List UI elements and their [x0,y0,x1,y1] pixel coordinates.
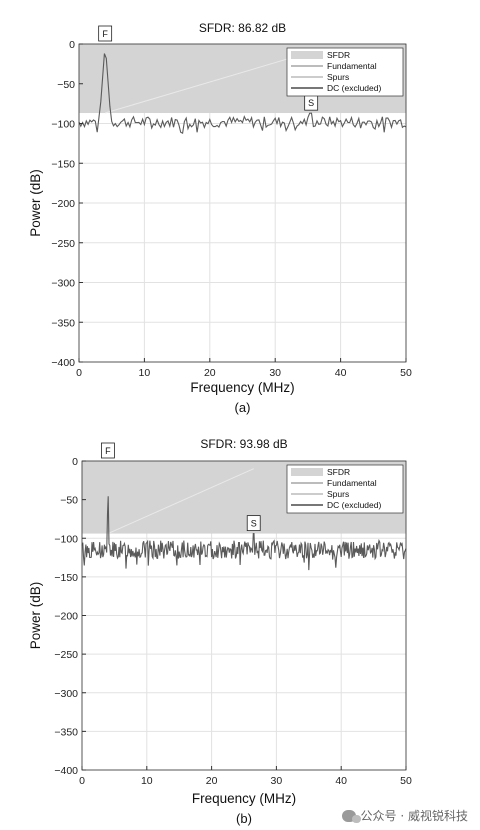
watermark-text: 公众号 · 威视锐科技 [360,809,468,823]
legend-entry: Fundamental [327,61,377,71]
x-tick-label: 0 [79,775,85,787]
sfdr-diagonal [105,51,312,114]
y-tick-label: −100 [54,533,78,545]
x-tick-label: 10 [139,367,151,379]
caption: (b) [236,811,252,826]
legend-swatch [291,51,323,59]
chart-a: 0 10 20 30 40 50 0 −50 −100 −150 −200 −250 −300 −350 −… [28,21,412,415]
y-tick-label: −150 [54,572,78,584]
y-tick-label: −250 [51,238,75,250]
y-tick-label: 0 [69,39,75,51]
legend-entry: Spurs [327,72,349,82]
y-tick-label: −250 [54,649,78,661]
legend-swatch [291,468,323,476]
x-tick-label: 40 [335,367,347,379]
chart-title: SFDR: 93.98 dB [200,437,287,451]
x-tick-label: 20 [206,775,218,787]
fundamental-marker-box [98,25,113,42]
spur-marker-box [246,515,261,532]
sfdr-diagonal [107,468,254,535]
caption: (a) [235,400,251,415]
legend-entry: SFDR [327,50,350,60]
legend-entry: DC (excluded) [327,500,381,510]
y-tick-label: −50 [60,495,78,507]
spur-marker-label: S [251,519,257,529]
y-tick-label: −200 [54,611,78,623]
chart-title: SFDR: 86.82 dB [199,21,286,35]
x-tick-label: 30 [269,367,281,379]
x-tick-label: 20 [204,367,216,379]
x-tick-label: 0 [76,367,82,379]
legend-entry: Spurs [327,489,349,499]
y-tick-label: −100 [51,119,75,131]
spur-marker-label: S [308,98,314,108]
y-tick-label: −400 [51,357,75,369]
fundamental-marker-box [101,442,115,459]
y-axis-label: Power (dB) [28,582,43,650]
y-tick-label: −350 [51,317,75,329]
y-tick-label: −150 [51,158,75,170]
x-tick-label: 30 [271,775,283,787]
spectrum-trace [81,496,407,571]
legend-entry: DC (excluded) [327,83,381,93]
x-tick-label: 50 [400,775,412,787]
fundamental-marker-label: F [105,446,111,456]
chart-b: 0 10 20 30 40 50 0 −50 −100 −150 −200 −250 −300 −350 −… [28,437,412,826]
legend-entry: Fundamental [327,478,377,488]
legend-entry: SFDR [327,467,350,477]
x-axis-label: Frequency (MHz) [192,791,296,806]
x-tick-label: 50 [400,367,412,379]
y-tick-label: −400 [54,765,78,777]
y-tick-label: −300 [54,688,78,700]
y-tick-label: −50 [57,79,75,91]
wechat-icon [341,809,361,823]
y-axis-label: Power (dB) [28,169,43,237]
spectrum-trace [78,53,407,135]
watermark: 公众号 · 威视锐科技 [341,807,468,824]
y-tick-label: −200 [51,198,75,210]
fundamental-marker-label: F [102,29,108,39]
y-tick-label: −350 [54,726,78,738]
y-tick-label: 0 [72,456,78,468]
x-axis-label: Frequency (MHz) [190,380,294,395]
y-tick-label: −300 [51,278,75,290]
x-tick-label: 10 [141,775,153,787]
x-tick-label: 40 [335,775,347,787]
